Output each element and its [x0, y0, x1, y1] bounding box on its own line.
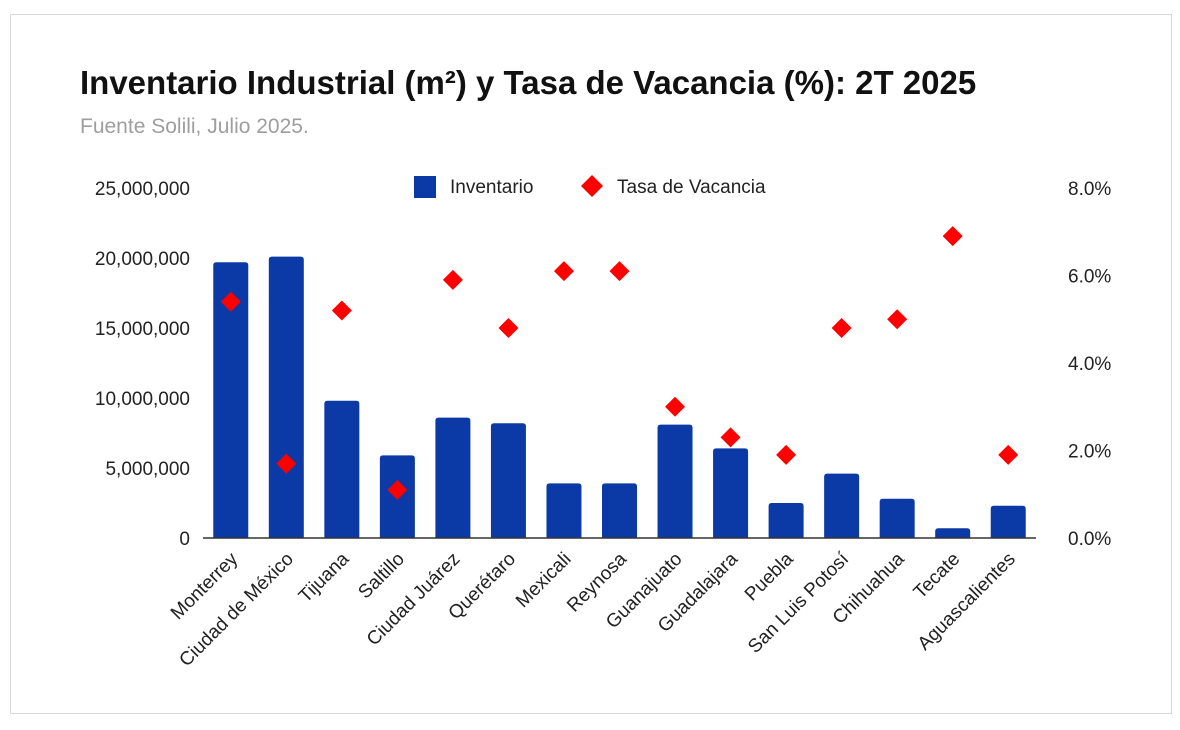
point-vacancia: [776, 444, 797, 465]
y-right-tick-label: 2.0%: [1068, 442, 1111, 463]
y-left-tick-label: 20,000,000: [95, 249, 190, 270]
bar-inventario: [657, 424, 693, 538]
point-vacancia: [831, 318, 852, 338]
point-vacancia: [498, 318, 519, 338]
x-tick-label: Tijuana: [295, 548, 354, 607]
point-vacancia: [887, 309, 908, 330]
y-left-tick-label: 0: [179, 529, 190, 550]
legend-inventario-swatch: [414, 176, 436, 198]
y-left-tick-label: 25,000,000: [95, 179, 190, 200]
point-vacancia: [442, 269, 463, 290]
point-vacancia: [998, 444, 1019, 465]
y-right-tick-label: 6.0%: [1068, 267, 1111, 288]
legend-vacancia-marker: [581, 175, 603, 197]
point-vacancia: [387, 479, 408, 500]
point-vacancia: [609, 261, 630, 282]
bar-inventario: [268, 256, 304, 538]
y-left-tick-label: 15,000,000: [95, 319, 190, 340]
y-right-tick-label: 8.0%: [1068, 179, 1111, 200]
chart-title: Inventario Industrial (m²) y Tasa de Vac…: [80, 64, 977, 101]
x-tick-label: Tecate: [910, 549, 964, 603]
y-left-tick-label: 10,000,000: [95, 389, 190, 410]
bar-inventario: [768, 503, 804, 538]
point-vacancia: [331, 300, 352, 321]
y-axis-right: 0.0% 2.0% 4.0% 6.0% 8.0%: [1068, 179, 1111, 550]
bar-inventario: [602, 483, 637, 538]
bar-inventario: [824, 473, 860, 538]
point-vacancia: [942, 226, 963, 247]
legend: Inventario Tasa de Vacancia: [414, 175, 766, 198]
bar-inventario: [546, 483, 582, 538]
legend-inventario-label: Inventario: [450, 177, 533, 198]
bar-inventario: [879, 498, 915, 538]
y-right-tick-label: 4.0%: [1068, 354, 1111, 375]
y-right-tick-label: 0.0%: [1068, 529, 1111, 550]
bar-inventario: [213, 262, 249, 538]
point-vacancia: [720, 427, 741, 448]
legend-vacancia-label: Tasa de Vacancia: [617, 177, 766, 198]
chart-frame: [10, 14, 1172, 714]
bar-series: [213, 256, 1026, 538]
bar-inventario: [490, 423, 526, 538]
x-tick-label: Aguascalientes: [914, 549, 1020, 655]
y-axis-left: 0 5,000,000 10,000,000 15,000,000 20,000,000…: [95, 179, 190, 550]
bar-inventario: [324, 400, 360, 538]
x-tick-label: Saltillo: [354, 549, 408, 603]
bar-inventario: [713, 448, 749, 538]
bar-inventario: [935, 528, 971, 538]
point-vacancia: [553, 261, 574, 282]
x-tick-label: San Luis Potosí: [744, 548, 853, 657]
bar-inventario: [990, 505, 1026, 538]
point-vacancia: [220, 291, 241, 312]
bar-inventario: [435, 417, 471, 538]
chart-subtitle: Fuente Solili, Julio 2025.: [80, 115, 309, 138]
vacancy-series: [220, 226, 1019, 500]
point-vacancia: [665, 396, 686, 417]
y-left-tick-label: 5,000,000: [105, 459, 190, 480]
point-vacancia: [276, 453, 297, 474]
